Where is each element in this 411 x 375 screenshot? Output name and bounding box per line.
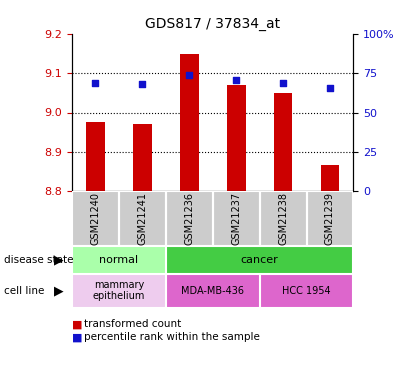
Bar	[72, 274, 166, 308]
Bar	[307, 191, 353, 246]
Text: disease state: disease state	[4, 255, 74, 265]
Bar	[321, 165, 339, 191]
Bar	[213, 191, 260, 246]
Point	[186, 72, 192, 78]
Text: normal: normal	[99, 255, 139, 265]
Point	[139, 81, 145, 87]
Text: GSM21241: GSM21241	[137, 192, 147, 245]
Text: MDA-MB-436: MDA-MB-436	[181, 286, 244, 296]
Text: GSM21237: GSM21237	[231, 192, 241, 245]
Text: ■: ■	[72, 320, 83, 329]
Text: HCC 1954: HCC 1954	[282, 286, 331, 296]
Bar	[119, 191, 166, 246]
Text: cell line: cell line	[4, 286, 44, 296]
Bar	[72, 191, 119, 246]
Bar	[86, 122, 105, 191]
Text: GSM21236: GSM21236	[184, 192, 194, 245]
Bar	[260, 274, 353, 308]
Bar	[166, 274, 260, 308]
Point	[233, 77, 240, 83]
Text: GSM21239: GSM21239	[325, 192, 335, 245]
Text: transformed count: transformed count	[84, 320, 182, 329]
Bar	[119, 191, 166, 246]
Bar	[72, 246, 166, 274]
Bar	[166, 191, 213, 246]
Point	[280, 80, 286, 86]
Bar	[227, 85, 245, 191]
Point	[92, 80, 99, 86]
Point	[327, 85, 333, 91]
Bar	[213, 191, 260, 246]
Text: mammary
epithelium: mammary epithelium	[92, 280, 145, 302]
Text: cancer: cancer	[241, 255, 279, 265]
Bar	[260, 191, 307, 246]
Text: GSM21238: GSM21238	[278, 192, 288, 245]
Bar	[72, 191, 119, 246]
Text: ■: ■	[72, 333, 83, 342]
Bar	[274, 93, 293, 191]
Bar	[180, 54, 199, 191]
Text: GSM21240: GSM21240	[90, 192, 100, 245]
Text: ▶: ▶	[54, 284, 64, 297]
Text: ▶: ▶	[54, 253, 64, 266]
Title: GDS817 / 37834_at: GDS817 / 37834_at	[145, 17, 280, 32]
Bar	[166, 191, 213, 246]
Bar	[166, 246, 353, 274]
Bar	[133, 123, 152, 191]
Bar	[260, 191, 307, 246]
Text: percentile rank within the sample: percentile rank within the sample	[84, 333, 260, 342]
Bar	[307, 191, 353, 246]
